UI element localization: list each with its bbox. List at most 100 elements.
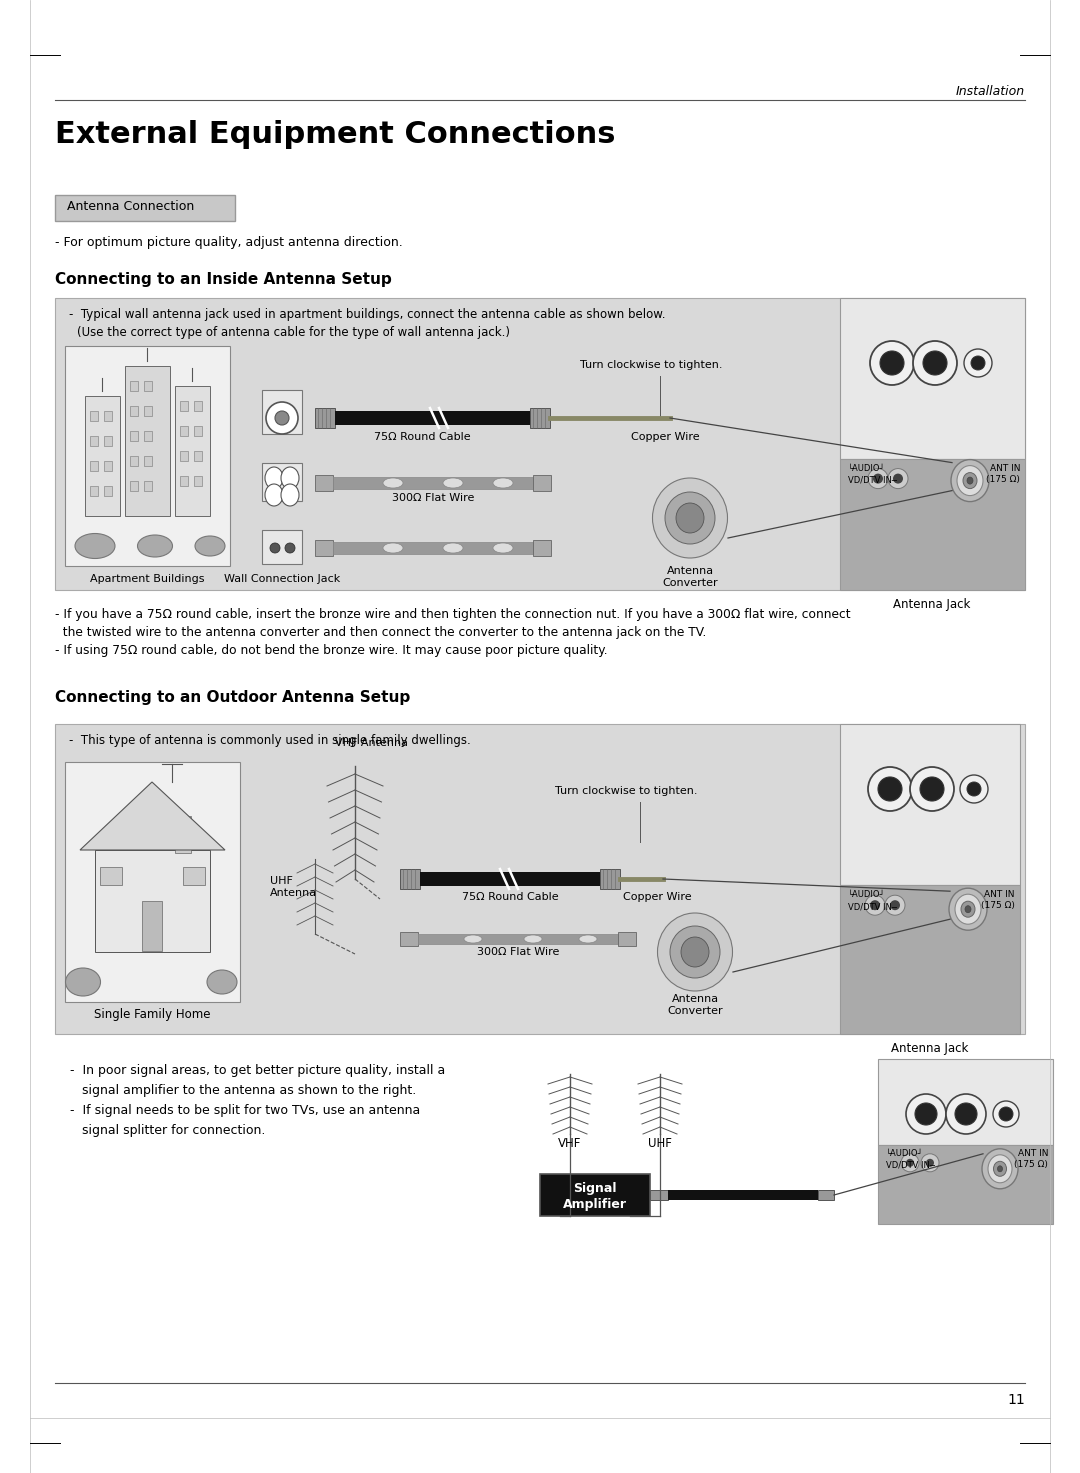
Text: Connecting to an Outdoor Antenna Setup: Connecting to an Outdoor Antenna Setup [55,689,410,706]
Text: VD/DTV IN─: VD/DTV IN─ [848,901,896,912]
Text: Connecting to an Inside Antenna Setup: Connecting to an Inside Antenna Setup [55,273,392,287]
Bar [315,408,335,429]
Text: 300Ω Flat Wire: 300Ω Flat Wire [476,947,559,957]
Bar [650,1190,669,1200]
Text: Single Family Home: Single Family Home [94,1008,211,1021]
Bar [104,461,112,471]
Circle shape [967,782,981,795]
Bar [194,476,202,486]
Ellipse shape [75,533,114,558]
Bar [400,869,420,890]
Ellipse shape [383,479,403,488]
Bar [65,762,240,1002]
Ellipse shape [281,485,299,507]
Bar [55,194,235,221]
Text: Turn clockwise to tighten.: Turn clockwise to tighten. [580,359,723,370]
Bar [878,1145,1053,1224]
Text: -  Typical wall antenna jack used in apartment buildings, connect the antenna ca: - Typical wall antenna jack used in apar… [69,308,665,321]
Circle shape [893,474,903,483]
Circle shape [285,544,295,552]
Bar [90,486,98,496]
Ellipse shape [955,894,981,924]
Text: signal splitter for connection.: signal splitter for connection. [70,1124,266,1137]
Bar [618,932,636,946]
Circle shape [920,776,944,801]
Ellipse shape [957,465,983,495]
Circle shape [906,1159,914,1167]
Text: VHF: VHF [558,1137,582,1150]
Bar [55,725,1025,1034]
Bar [90,436,98,446]
Ellipse shape [281,467,299,489]
Bar [144,457,152,465]
Bar [400,932,418,946]
Circle shape [888,468,908,489]
Bar [125,365,170,516]
Bar [104,486,112,496]
Text: (175 Ω): (175 Ω) [986,474,1020,483]
Ellipse shape [998,1165,1002,1173]
Circle shape [915,1103,937,1125]
Bar [144,482,152,491]
Circle shape [913,342,957,384]
Ellipse shape [265,467,283,489]
Bar [130,407,138,415]
Circle shape [873,474,883,483]
Circle shape [885,896,905,915]
Bar [878,1059,1053,1145]
Text: -  This type of antenna is commonly used in single family dwellings.: - This type of antenna is commonly used … [69,734,471,747]
Bar [180,401,188,411]
Bar [418,934,618,944]
Bar [104,411,112,421]
Circle shape [870,900,880,910]
Ellipse shape [676,502,704,533]
Bar [530,408,550,429]
Circle shape [906,1094,946,1134]
Circle shape [878,776,902,801]
Circle shape [946,1094,986,1134]
Ellipse shape [994,1161,1007,1177]
Ellipse shape [966,906,971,913]
Ellipse shape [207,971,237,994]
Text: 300Ω Flat Wire: 300Ω Flat Wire [392,493,474,502]
Ellipse shape [665,492,715,544]
Ellipse shape [949,888,987,931]
Ellipse shape [195,536,225,555]
Bar [130,432,138,440]
Bar [840,458,1025,591]
Text: Antenna
Converter: Antenna Converter [662,566,718,588]
Text: VHF Antenna: VHF Antenna [335,738,408,748]
Text: the twisted wire to the antenna converter and then connect the converter to the : the twisted wire to the antenna converte… [55,626,706,639]
Ellipse shape [524,935,542,943]
Text: -  In poor signal areas, to get better picture quality, install a: - In poor signal areas, to get better pi… [70,1064,445,1077]
Bar [262,530,302,564]
Bar [141,901,162,952]
Bar [144,407,152,415]
Bar [130,482,138,491]
Circle shape [890,900,900,910]
Ellipse shape [464,935,482,943]
Bar [85,396,120,516]
Bar [315,541,333,555]
Ellipse shape [967,477,973,485]
Text: ANT IN: ANT IN [989,464,1020,473]
Bar [144,432,152,440]
Circle shape [960,775,988,803]
Text: UHF
Antenna: UHF Antenna [270,876,318,897]
Circle shape [923,351,947,376]
Text: Amplifier: Amplifier [563,1198,627,1211]
Ellipse shape [443,479,463,488]
Circle shape [870,342,914,384]
Text: Apartment Buildings: Apartment Buildings [90,574,204,583]
Bar [194,401,202,411]
Ellipse shape [681,937,708,966]
Text: VD/DTV IN─: VD/DTV IN─ [848,476,896,485]
Bar [65,346,230,566]
Circle shape [999,1108,1013,1121]
Ellipse shape [961,901,975,918]
Ellipse shape [963,473,977,489]
Ellipse shape [652,479,728,558]
Circle shape [266,402,298,435]
Bar [669,1190,818,1200]
Ellipse shape [951,460,989,502]
